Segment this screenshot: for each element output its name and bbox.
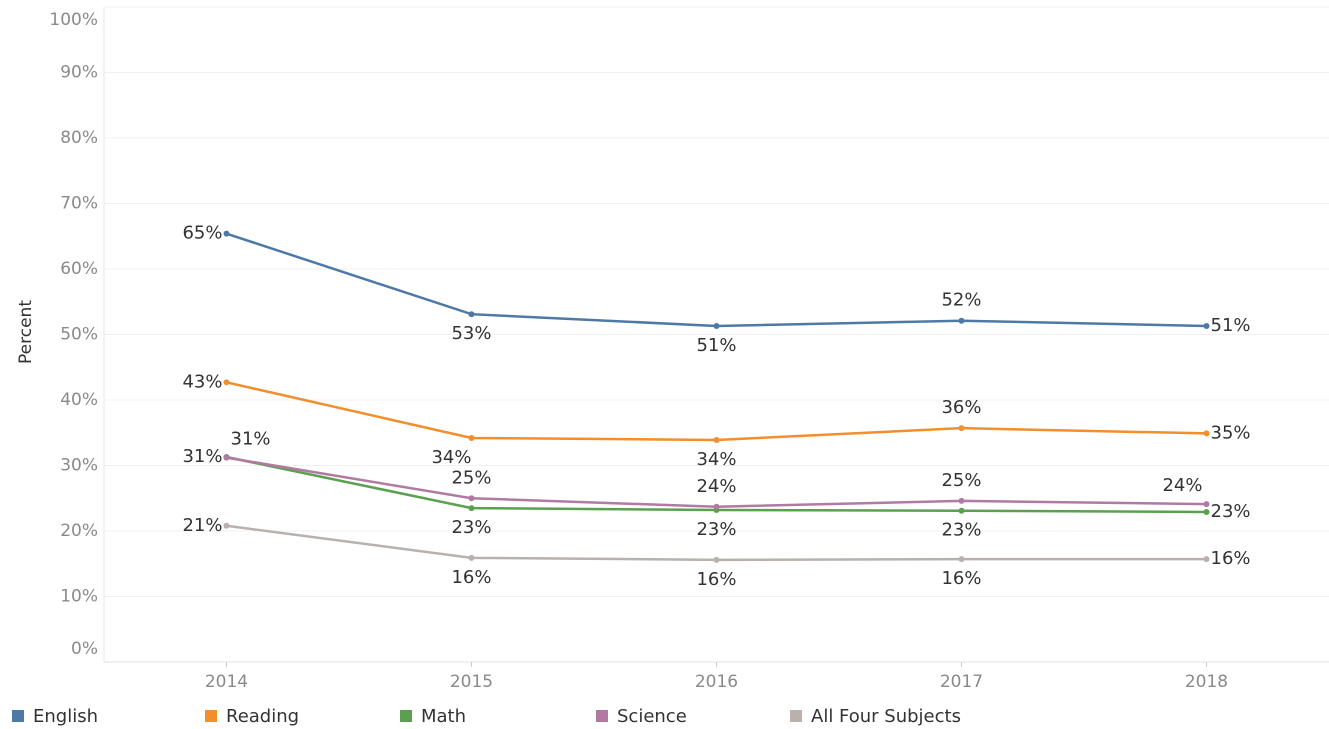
data-label: 51% — [1211, 315, 1251, 336]
data-point — [1203, 430, 1210, 437]
data-point — [958, 556, 965, 563]
data-point — [1203, 501, 1210, 508]
data-point — [1203, 322, 1210, 329]
x-tick-label: 2016 — [695, 672, 738, 692]
y-tick-label: 70% — [60, 194, 98, 214]
data-point — [958, 497, 965, 504]
data-label: 34% — [696, 449, 736, 470]
y-tick-label: 90% — [60, 63, 98, 83]
data-point — [713, 436, 720, 443]
data-point — [468, 311, 475, 318]
data-label: 52% — [941, 290, 981, 311]
y-tick-label: 30% — [60, 456, 98, 476]
legend-swatch — [790, 710, 802, 722]
data-label: 16% — [696, 569, 736, 590]
data-label: 25% — [451, 467, 491, 488]
legend-swatch — [205, 710, 217, 722]
data-label: 65% — [182, 223, 222, 244]
legend-label: All Four Subjects — [811, 706, 961, 727]
y-tick-label: 100% — [49, 10, 98, 30]
y-tick-label: 40% — [60, 390, 98, 410]
legend-label: English — [33, 706, 98, 727]
data-point — [958, 507, 965, 514]
data-point — [468, 554, 475, 561]
legend-swatch — [400, 710, 412, 722]
data-label: 31% — [182, 446, 222, 467]
y-tick-label: 50% — [60, 325, 98, 345]
y-tick-label: 80% — [60, 128, 98, 148]
data-label: 53% — [451, 323, 491, 344]
x-tick-label: 2014 — [205, 672, 248, 692]
data-label: 51% — [696, 335, 736, 356]
data-point — [1203, 509, 1210, 516]
y-tick-label: 60% — [60, 259, 98, 279]
data-label: 21% — [182, 515, 222, 536]
legend-swatch — [596, 710, 608, 722]
data-label: 24% — [1162, 475, 1202, 496]
data-label: 31% — [231, 429, 271, 450]
data-point — [958, 317, 965, 324]
y-tick-label: 0% — [71, 639, 98, 659]
data-point — [958, 425, 965, 432]
data-label: 25% — [941, 470, 981, 491]
data-label: 16% — [1211, 548, 1251, 569]
data-point — [1203, 556, 1210, 563]
data-point — [713, 556, 720, 563]
y-tick-label: 10% — [60, 587, 98, 607]
data-label: 24% — [696, 476, 736, 497]
data-label: 23% — [451, 517, 491, 538]
data-label: 35% — [1211, 422, 1251, 443]
data-label: 16% — [941, 568, 981, 589]
data-point — [223, 454, 230, 461]
data-point — [713, 503, 720, 510]
data-label: 23% — [696, 519, 736, 540]
data-point — [223, 522, 230, 529]
data-label: 36% — [941, 397, 981, 418]
legend-label: Math — [421, 706, 466, 727]
legend-label: Science — [617, 706, 687, 727]
data-point — [713, 322, 720, 329]
data-label: 34% — [431, 447, 471, 468]
series-line — [226, 381, 1207, 442]
data-point — [468, 495, 475, 502]
y-tick-label: 20% — [60, 521, 98, 541]
y-axis-label: Percent — [16, 300, 36, 364]
data-label: 23% — [941, 520, 981, 541]
legend-label: Reading — [226, 706, 299, 727]
series-line — [226, 232, 1207, 328]
legend-swatch — [12, 710, 24, 722]
data-point — [468, 505, 475, 512]
data-point — [223, 379, 230, 386]
data-point — [468, 434, 475, 441]
data-label: 43% — [182, 371, 222, 392]
x-tick-label: 2018 — [1185, 672, 1228, 692]
x-tick-label: 2015 — [450, 672, 493, 692]
data-label: 23% — [1211, 501, 1251, 522]
data-point — [223, 230, 230, 237]
x-tick-label: 2017 — [940, 672, 983, 692]
data-label: 16% — [451, 567, 491, 588]
